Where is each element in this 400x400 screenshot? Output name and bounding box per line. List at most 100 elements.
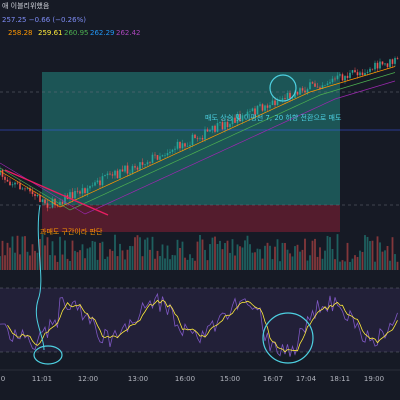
volume-bar bbox=[161, 244, 164, 270]
candle-body bbox=[79, 191, 81, 194]
candle-body bbox=[126, 165, 129, 174]
volume-bar bbox=[56, 261, 59, 270]
volume-bar bbox=[199, 234, 201, 270]
candle-body bbox=[391, 59, 394, 64]
volume-bar bbox=[324, 250, 326, 270]
candle-body bbox=[361, 72, 364, 76]
candle-body bbox=[174, 148, 176, 150]
volume-bar bbox=[239, 246, 241, 270]
volume-bar bbox=[121, 250, 124, 270]
candle-body bbox=[76, 190, 79, 192]
candle-body bbox=[289, 92, 291, 99]
candle-body bbox=[251, 108, 254, 112]
candle-body bbox=[294, 91, 296, 98]
candle-body bbox=[369, 68, 371, 72]
candle-body bbox=[296, 91, 299, 95]
volume-bar bbox=[34, 250, 36, 270]
candle-body bbox=[261, 104, 264, 111]
time-label: 19:00 bbox=[364, 375, 384, 383]
volume-bar bbox=[211, 237, 214, 270]
candle-body bbox=[134, 166, 136, 168]
volume-bar bbox=[189, 254, 191, 270]
candle-body bbox=[99, 180, 101, 186]
candle-body bbox=[246, 111, 249, 116]
highlight-circle bbox=[269, 74, 297, 102]
candle-body bbox=[11, 184, 14, 186]
candle-body bbox=[136, 167, 139, 170]
candle-body bbox=[341, 74, 344, 81]
volume-bar bbox=[41, 234, 44, 270]
candle-body bbox=[0, 170, 1, 175]
volume-bar bbox=[329, 237, 331, 270]
candle-body bbox=[56, 204, 59, 206]
volume-bar bbox=[286, 249, 289, 270]
candle-body bbox=[249, 111, 251, 112]
volume-bar bbox=[306, 260, 309, 270]
candle-body bbox=[379, 61, 381, 69]
candle-body bbox=[286, 92, 289, 99]
volume-bar bbox=[76, 252, 79, 270]
candle-body bbox=[364, 72, 366, 76]
volume-bar bbox=[319, 247, 321, 270]
candle-body bbox=[209, 129, 211, 132]
volume-bar bbox=[36, 252, 39, 270]
candle-body bbox=[149, 162, 151, 163]
candle-body bbox=[316, 86, 319, 88]
volume-bar bbox=[301, 249, 304, 270]
candle-body bbox=[306, 89, 309, 93]
volume-bar bbox=[191, 258, 194, 270]
candle-body bbox=[336, 75, 339, 79]
volume-bar bbox=[179, 247, 181, 270]
volume-bar bbox=[254, 252, 256, 270]
volume-bar bbox=[141, 256, 144, 270]
candle-body bbox=[346, 75, 349, 78]
candle-body bbox=[179, 141, 181, 149]
volume-bar bbox=[16, 235, 19, 270]
volume-bar bbox=[66, 258, 69, 270]
candle-body bbox=[329, 82, 331, 84]
volume-bar bbox=[326, 235, 329, 270]
volume-bar bbox=[209, 244, 211, 270]
volume-bar bbox=[256, 248, 259, 270]
volume-bar bbox=[354, 255, 356, 270]
title: 애 이블리위했음 bbox=[2, 1, 50, 10]
volume-bar bbox=[74, 250, 76, 270]
candle-body bbox=[61, 201, 64, 204]
volume-bar bbox=[224, 243, 226, 270]
candle-body bbox=[19, 183, 21, 190]
volume-bar bbox=[59, 236, 61, 270]
candle-body bbox=[29, 188, 31, 192]
candle-body bbox=[266, 105, 269, 108]
candle-body bbox=[256, 105, 259, 115]
volume-bar bbox=[349, 261, 351, 270]
volume-bar bbox=[271, 259, 274, 270]
volume-bar bbox=[1, 240, 4, 270]
volume-bar bbox=[299, 251, 301, 270]
moving-average bbox=[0, 80, 396, 215]
volume-bar bbox=[69, 260, 71, 270]
candle-body bbox=[86, 188, 89, 194]
candle-body bbox=[259, 104, 261, 106]
candle-body bbox=[304, 90, 306, 93]
volume-bar bbox=[46, 237, 49, 270]
volume-bar bbox=[311, 240, 314, 270]
candle-body bbox=[189, 145, 191, 147]
volume-bar bbox=[134, 237, 136, 270]
candle-body bbox=[194, 134, 196, 139]
candle-body bbox=[46, 203, 49, 208]
candle-body bbox=[171, 149, 174, 152]
candle-body bbox=[269, 105, 271, 108]
volume-bar bbox=[314, 238, 316, 270]
candle-body bbox=[314, 83, 316, 87]
volume-bar bbox=[259, 249, 261, 270]
volume-bar bbox=[351, 258, 354, 270]
candle-body bbox=[276, 100, 279, 106]
time-axis: 0 11:01 12:00 13:00 16:00 15:00 16:07 17… bbox=[1, 375, 384, 383]
volume-bar bbox=[109, 249, 111, 270]
volume-bar bbox=[304, 238, 306, 270]
candle-body bbox=[371, 68, 374, 70]
volume-bar bbox=[29, 255, 31, 270]
candle-body bbox=[234, 117, 236, 123]
volume-bar bbox=[341, 260, 344, 270]
